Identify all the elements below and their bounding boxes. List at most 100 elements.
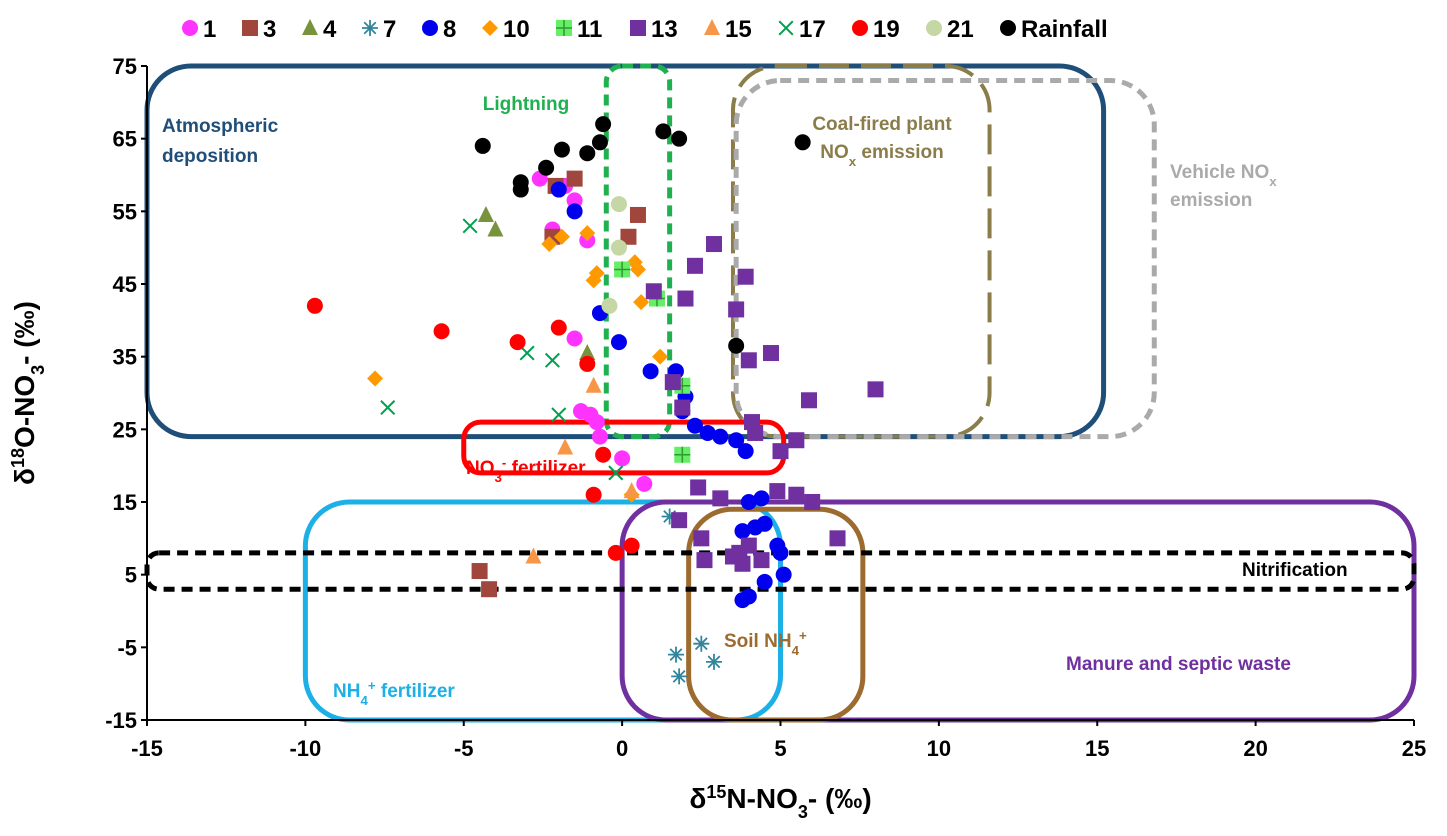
point-13: [762, 345, 779, 362]
legend-item-rainfall: Rainfall: [1000, 16, 1108, 43]
point-13: [829, 530, 846, 547]
y-tick-label: 25: [113, 417, 137, 442]
point-3: [471, 563, 488, 580]
point-rainfall: [595, 116, 612, 133]
point-8: [775, 566, 792, 583]
legend-marker-13: [630, 20, 646, 36]
x-tick-label: 10: [927, 736, 951, 761]
point-8: [699, 424, 716, 441]
legend-item-17: 17: [778, 16, 826, 43]
axes: -15 -10 -5 0 5 10 15 20 25 -15 -5 5 15 25 35 45 55 65 75 δ1…: [8, 54, 1426, 822]
label-manure-and-septic-waste: Manure and septic waste: [1066, 654, 1291, 675]
point-13: [693, 530, 710, 547]
point-8: [728, 432, 745, 449]
legend-label-11: 11: [577, 16, 602, 43]
series-4: [477, 205, 596, 361]
point-8: [642, 363, 659, 380]
legend-marker-7: [362, 20, 378, 36]
legend-label-13: 13: [651, 16, 678, 43]
legend-label-1: 1: [203, 16, 216, 43]
point-10: [367, 370, 384, 387]
point-13: [747, 424, 764, 441]
point-3: [481, 581, 498, 598]
series-21: [601, 196, 627, 314]
series-3: [471, 170, 646, 598]
point-1: [614, 450, 631, 467]
point-7: [667, 646, 684, 663]
point-10: [629, 261, 646, 278]
legend-item-4: 4: [302, 16, 337, 43]
point-13: [740, 537, 757, 554]
y-axis-title: δ18O-NO3- (‰): [8, 301, 48, 485]
point-19: [585, 486, 602, 503]
legend-marker-10: [482, 20, 498, 36]
legend-label-4: 4: [323, 16, 337, 43]
point-8: [740, 588, 757, 605]
point-10: [541, 236, 558, 253]
point-rainfall: [591, 134, 608, 151]
point-19: [579, 355, 596, 372]
point-15: [585, 376, 602, 393]
point-13: [690, 479, 707, 496]
point-1: [591, 428, 608, 445]
label-nh4-fertilizer: NH4+ fertilizer: [333, 678, 455, 708]
point-8: [686, 417, 703, 434]
point-3: [629, 206, 646, 223]
legend-label-15: 15: [725, 16, 752, 43]
point-8: [756, 515, 773, 532]
point-7: [661, 508, 678, 525]
point-13: [772, 443, 789, 460]
series-7: [661, 508, 722, 685]
series-15: [525, 376, 640, 564]
legend-marker-3: [242, 20, 258, 36]
point-19: [509, 334, 526, 351]
legend-label-rainfall: Rainfall: [1021, 16, 1108, 43]
point-1: [636, 475, 653, 492]
y-tick-label: 15: [113, 490, 137, 515]
point-13: [804, 494, 821, 510]
y-tick-label: -15: [105, 708, 137, 733]
point-rainfall: [553, 141, 570, 158]
point-13: [645, 283, 662, 300]
point-21: [601, 297, 618, 314]
y-tick-label: -5: [117, 635, 137, 660]
point-8: [610, 334, 627, 351]
x-tick-label: 15: [1085, 736, 1109, 761]
x-tick-label: -15: [131, 736, 163, 761]
legend-item-21: 21: [926, 16, 974, 43]
point-15: [557, 438, 574, 455]
point-15: [623, 482, 640, 499]
point-13: [674, 399, 691, 416]
point-13: [712, 490, 729, 507]
point-13: [801, 392, 818, 409]
point-21: [610, 239, 627, 256]
series-rainfall: [474, 116, 811, 354]
point-21: [610, 196, 627, 213]
point-7: [671, 668, 688, 685]
series-19: [306, 297, 640, 561]
legend: 1 3 4 7 8 10 11 13 15 17 19 21 Rainfall: [182, 16, 1108, 43]
point-4: [477, 205, 494, 222]
x-tick-label: 5: [774, 736, 786, 761]
point-rainfall: [538, 159, 555, 176]
x-tick-label: 0: [616, 736, 628, 761]
label-vehicle-nox-emission: Vehicle NOx emission: [1170, 162, 1277, 211]
series-8: [550, 181, 792, 609]
legend-marker-15: [704, 19, 720, 35]
legend-label-19: 19: [873, 16, 900, 43]
point-8: [550, 181, 567, 198]
point-15: [525, 547, 542, 564]
y-tick-label: 55: [113, 199, 137, 224]
legend-label-7: 7: [383, 16, 396, 43]
point-19: [595, 446, 612, 463]
point-8: [734, 523, 751, 540]
point-8: [753, 490, 770, 507]
point-13: [696, 552, 713, 569]
point-13: [769, 483, 786, 500]
point-17: [462, 218, 478, 234]
label-no3-fertilizer: NO3- fertilizer: [466, 455, 586, 485]
legend-marker-21: [926, 20, 942, 36]
point-19: [623, 537, 640, 554]
region-vehicle-nox-emission: [733, 78, 1157, 440]
legend-item-19: 19: [852, 16, 900, 43]
